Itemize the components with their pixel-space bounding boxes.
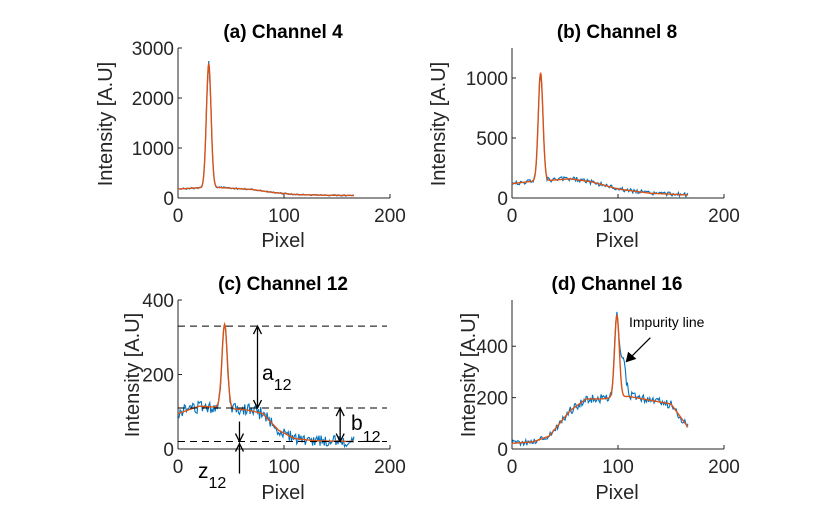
x-axis-label: Pixel (261, 230, 304, 252)
plot-area (511, 48, 725, 199)
tick-labels: 0 100 200 0 500 1000 (466, 69, 740, 227)
y-tick-label: 0 (497, 440, 508, 461)
y-tick-label: 1000 (132, 139, 174, 160)
x-tick-label: 100 (602, 457, 634, 478)
x-tick-label: 200 (374, 457, 406, 478)
panel-title: (c) Channel 12 (218, 274, 348, 295)
series-fit-line (177, 321, 354, 443)
z12-arrow-bottom-head (234, 442, 245, 452)
plot-area (177, 299, 391, 450)
x-axis-label: Pixel (261, 482, 304, 504)
y-tick-label: 2000 (132, 89, 174, 110)
panel-title: (d) Channel 16 (552, 274, 683, 295)
y-tick-label: 400 (142, 291, 174, 312)
x-tick-label: 0 (173, 206, 184, 227)
x-tick-label: 0 (507, 457, 518, 478)
a12-arrow-head-bottom (252, 399, 263, 410)
panel-title: (b) Channel 8 (557, 22, 677, 43)
impurity-arrow-head (625, 351, 637, 363)
y-tick-label: 200 (142, 366, 174, 387)
x-tick-label: 200 (708, 206, 740, 227)
series-measured-line (511, 311, 689, 447)
y-tick-label: 200 (476, 389, 508, 410)
y-tick-label: 1000 (466, 69, 508, 90)
annotations: a12 b12 z12 (178, 324, 387, 492)
panel-ch4: (a) Channel 4 Pixel Intensity [A.U] 0 100… (95, 22, 406, 252)
x-tick-label: 0 (173, 457, 184, 478)
x-tick-label: 100 (602, 206, 634, 227)
panel-title: (a) Channel 4 (223, 22, 343, 43)
x-tick-label: 100 (268, 206, 300, 227)
a12-arrow-head-top (252, 324, 263, 335)
tick-labels: 0 100 200 0 200 400 (142, 291, 406, 478)
z12-label: z12 (198, 460, 226, 492)
y-tick-label: 400 (476, 337, 508, 358)
b12-arrow-head-bottom (335, 433, 345, 444)
x-axis-label: Pixel (595, 482, 638, 504)
a12-label: a12 (262, 362, 292, 394)
x-tick-label: 100 (268, 457, 300, 478)
y-tick-label: 0 (163, 189, 174, 210)
y-axis-label: Intensity [A.U] (95, 62, 117, 187)
series-measured-line (177, 324, 355, 449)
series-fit-line (511, 314, 689, 445)
y-tick-label: 0 (163, 440, 174, 461)
plot-area (511, 300, 725, 450)
y-axis-label: Intensity [A.U] (458, 313, 480, 438)
annotations: Impurity line (625, 314, 705, 363)
x-tick-label: 200 (374, 206, 406, 227)
b12-arrow-head-top (335, 406, 345, 417)
y-tick-label: 0 (497, 189, 508, 210)
panel-ch16: (d) Channel 16 Pixel Intensity [A.U] 0 10… (458, 274, 740, 504)
series-fit-line (177, 63, 354, 197)
series-measured-line (511, 74, 689, 199)
x-tick-label: 200 (708, 457, 740, 478)
y-axis-label: Intensity [A.U] (122, 313, 144, 438)
panel-ch8: (b) Channel 8 Pixel Intensity [A.U] 0 100… (428, 22, 740, 252)
y-tick-label: 500 (476, 129, 508, 150)
z12-arrow-top-head (234, 433, 245, 444)
y-tick-label: 3000 (132, 39, 174, 60)
series-fit-line (511, 72, 688, 196)
y-axis-label: Intensity [A.U] (428, 62, 450, 187)
x-tick-label: 0 (507, 206, 518, 227)
plot-area (177, 47, 391, 199)
tick-labels: 0 100 200 0 200 400 (476, 337, 740, 478)
panel-ch12: (c) Channel 12 Pixel Intensity [A.U] 0 10… (122, 274, 406, 504)
series-measured-line (177, 60, 355, 197)
x-axis-label: Pixel (595, 230, 638, 252)
impurity-line-label: Impurity line (629, 314, 705, 330)
b12-label: b12 (351, 412, 381, 446)
